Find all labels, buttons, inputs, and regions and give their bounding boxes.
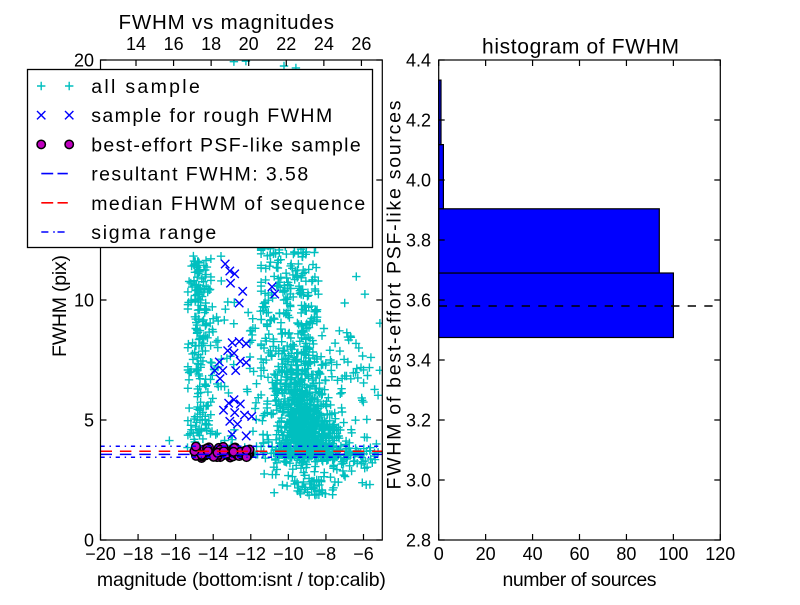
svg-text:−8: −8 <box>316 544 337 564</box>
svg-text:120: 120 <box>705 544 735 564</box>
svg-text:0: 0 <box>434 544 444 564</box>
svg-text:number of sources: number of sources <box>503 569 657 591</box>
svg-text:100: 100 <box>658 544 688 564</box>
svg-text:−18: −18 <box>123 544 154 564</box>
svg-text:20: 20 <box>476 544 496 564</box>
svg-text:0: 0 <box>84 531 94 551</box>
svg-text:80: 80 <box>616 544 636 564</box>
svg-text:−14: −14 <box>198 544 229 564</box>
svg-text:FWHM (pix): FWHM (pix) <box>49 255 71 357</box>
svg-text:4.4: 4.4 <box>406 51 431 71</box>
svg-text:18: 18 <box>201 34 221 54</box>
svg-text:24: 24 <box>314 34 334 54</box>
svg-text:40: 40 <box>523 544 543 564</box>
svg-text:−20: −20 <box>85 544 116 564</box>
svg-text:4.2: 4.2 <box>406 111 431 131</box>
svg-text:10: 10 <box>74 291 94 311</box>
svg-text:sample for rough FWHM: sample for rough FWHM <box>91 105 332 127</box>
svg-text:median FHWM of sequence: median FHWM of sequence <box>91 193 365 215</box>
svg-text:3.4: 3.4 <box>406 351 431 371</box>
svg-text:FWHM vs magnitudes: FWHM vs magnitudes <box>119 11 335 34</box>
svg-text:4.0: 4.0 <box>406 171 431 191</box>
svg-text:3.2: 3.2 <box>406 411 431 431</box>
svg-text:3.0: 3.0 <box>406 471 431 491</box>
svg-text:FWHM of best-effort PSF-like s: FWHM of best-effort PSF-like sources <box>384 100 406 489</box>
svg-text:22: 22 <box>276 34 296 54</box>
svg-text:3.8: 3.8 <box>406 231 431 251</box>
svg-text:16: 16 <box>164 34 184 54</box>
svg-text:3.6: 3.6 <box>406 291 431 311</box>
svg-text:20: 20 <box>74 51 94 71</box>
svg-text:2.8: 2.8 <box>406 531 431 551</box>
svg-text:26: 26 <box>351 34 371 54</box>
svg-text:14: 14 <box>126 34 146 54</box>
svg-text:−6: −6 <box>353 544 374 564</box>
svg-text:best-effort PSF-like sample: best-effort PSF-like sample <box>91 134 361 156</box>
svg-text:magnitude (bottom:isnt / top:c: magnitude (bottom:isnt / top:calib) <box>97 569 386 591</box>
svg-text:60: 60 <box>569 544 589 564</box>
svg-text:sigma range: sigma range <box>91 222 216 244</box>
svg-text:5: 5 <box>84 411 94 431</box>
svg-text:resultant FWHM: 3.58: resultant FWHM: 3.58 <box>91 164 308 186</box>
svg-text:20: 20 <box>239 34 259 54</box>
svg-text:−16: −16 <box>160 544 191 564</box>
svg-text:−10: −10 <box>273 544 304 564</box>
svg-text:all sample: all sample <box>91 76 200 98</box>
svg-text:histogram of FWHM: histogram of FWHM <box>482 36 679 59</box>
svg-text:−12: −12 <box>236 544 267 564</box>
